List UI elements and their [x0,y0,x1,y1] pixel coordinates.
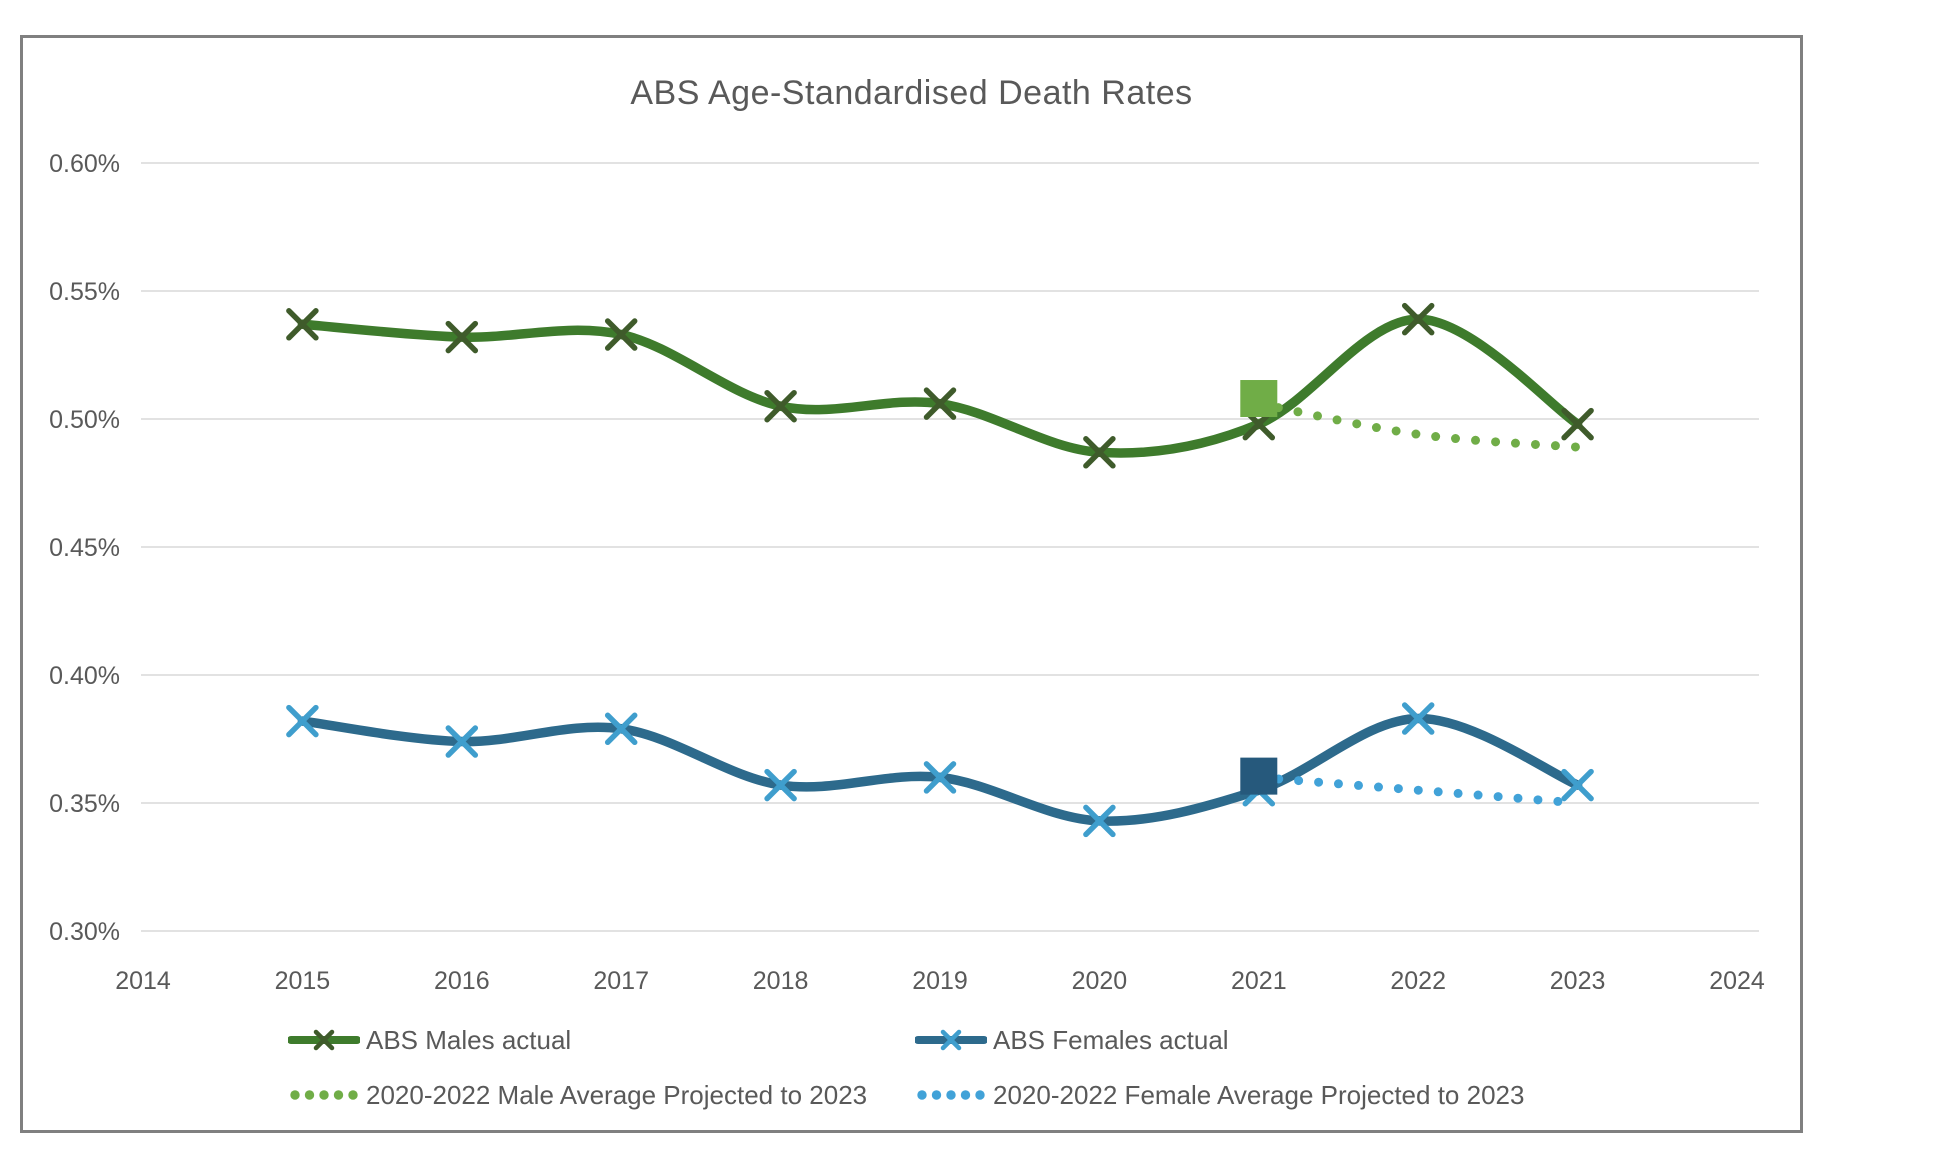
legend-swatch-males-actual [287,1027,361,1053]
x-axis-tick-label: 2020 [1072,967,1128,995]
legend-item-female-projection: 2020-2022 Female Average Projected to 20… [915,1080,1524,1111]
y-axis-tick-label: 0.55% [49,278,120,306]
males-actual-line [297,314,1583,458]
y-axis-tick-label: 0.35% [49,790,120,818]
legend-item-females-actual: ABS Females actual [914,1024,1524,1056]
males-actual-x-marker [286,308,319,341]
x-axis-tick-label: 2019 [912,967,968,995]
legend-dotted-swatch [290,1090,358,1100]
y-axis-tick-label: 0.60% [49,150,120,178]
female-projection-average-square [1240,757,1278,795]
y-axis-tick-label: 0.30% [49,918,120,946]
female-projection-dotted-line [1254,772,1583,808]
legend-label-males-actual: ABS Males actual [366,1024,572,1055]
legend-swatch-male-projection [288,1082,360,1108]
females-actual-x-marker [286,704,319,738]
y-axis-tick-label: 0.50% [49,406,120,434]
females-actual-line [297,713,1583,826]
y-axis-tick-label: 0.45% [49,534,120,562]
legend-line-swatch [914,1029,988,1051]
females-actual-x-marker [445,725,479,758]
legend-swatch-females-actual [914,1027,988,1053]
males-actual-x-marker [1083,436,1116,469]
females-actual-x-marker [1401,702,1435,735]
females-actual-x-marker [1561,768,1594,802]
y-axis-tick-label: 0.40% [49,662,120,690]
males-actual-x-marker [445,320,479,354]
males-actual-x-marker [1401,302,1435,336]
males-actual-x-marker [604,318,638,351]
legend-line-swatch [287,1029,361,1051]
males-actual-x-marker [923,387,957,420]
chart-legend: ABS Males actual ABS Females actual 2020… [287,1024,1524,1111]
x-axis-tick-label: 2015 [275,967,331,995]
x-axis-tick-label: 2021 [1231,967,1287,995]
legend-label-male-projection: 2020-2022 Male Average Projected to 2023 [366,1079,868,1110]
legend-swatch-female-projection [915,1082,987,1108]
male-projection-average-square [1240,380,1278,418]
male-projection-dotted-line [1254,399,1583,452]
males-actual-x-marker [764,389,797,423]
legend-dotted-swatch [917,1090,985,1100]
x-axis-tick-label: 2018 [753,967,809,995]
females-actual-x-marker [923,761,957,794]
chart-frame: 0.60% 0.55% 0.50% 0.45% 0.40% 0.35% 0.30% 2014 2… [20,35,1803,1133]
x-axis-tick-label: 2023 [1550,967,1606,995]
legend-label-females-actual: ABS Females actual [993,1024,1229,1055]
x-axis-tick-label: 2014 [115,967,171,995]
legend-item-male-projection: 2020-2022 Male Average Projected to 2023 [288,1080,915,1111]
chart-plot-svg: 0.60% 0.55% 0.50% 0.45% 0.40% 0.35% 0.30% 2014 2… [49,150,1765,995]
x-axis-tick-label: 2024 [1709,967,1765,995]
legend-item-males-actual: ABS Males actual [287,1024,915,1056]
females-actual-x-marker [1083,804,1116,838]
females-actual-x-marker [764,768,797,802]
x-axis-tick-label: 2017 [593,967,649,995]
x-axis-tick-label: 2022 [1390,967,1446,995]
legend-label-female-projection: 2020-2022 Female Average Projected to 20… [993,1079,1525,1110]
females-actual-x-marker [604,712,638,746]
males-actual-x-marker [1561,407,1594,441]
x-axis-tick-label: 2016 [434,967,490,995]
chart-title: ABS Age-Standardised Death Rates [630,74,1193,112]
